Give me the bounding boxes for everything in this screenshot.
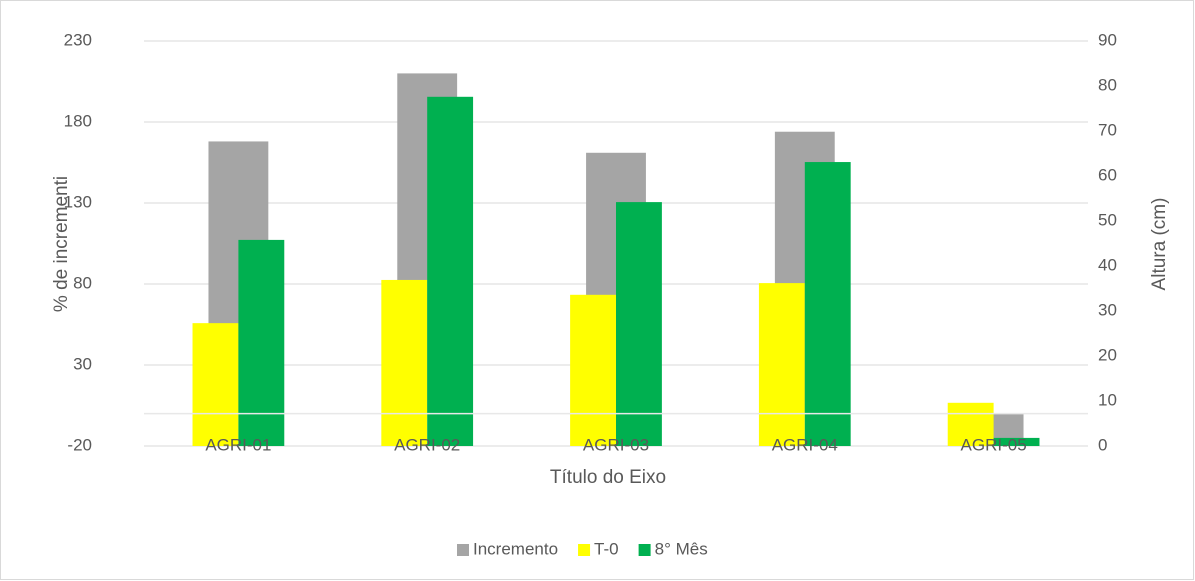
legend-label: T-0 [594, 539, 619, 558]
x-tick-label: AGRI-03 [583, 435, 649, 454]
y-tick-label: 130 [64, 192, 92, 211]
y-tick-label: 30 [73, 354, 92, 373]
y-tick-label: -20 [67, 435, 92, 454]
y2-tick-label: 80 [1098, 75, 1117, 94]
x-axis-title: Título do Eixo [550, 467, 666, 488]
x-tick-label: AGRI-05 [961, 435, 1027, 454]
legend-label: Incremento [473, 539, 558, 558]
bar [381, 279, 428, 446]
legend-label: 8° Mês [655, 539, 708, 558]
y2-tick-label: 0 [1098, 435, 1107, 454]
y2-tick-label: 40 [1098, 255, 1117, 274]
y2-tick-label: 50 [1098, 210, 1117, 229]
bar [758, 283, 805, 446]
bar [616, 202, 662, 446]
x-tick-label: AGRI-02 [394, 435, 460, 454]
bar [238, 239, 285, 446]
bar [192, 323, 239, 446]
y2-tick-label: 90 [1098, 30, 1117, 49]
y2-tick-label: 70 [1098, 120, 1117, 139]
bar [570, 294, 616, 446]
bar [993, 437, 1040, 446]
legend-swatch [457, 544, 469, 556]
legend-swatch [638, 544, 651, 556]
y-tick-label: 80 [73, 273, 92, 292]
bar [804, 162, 851, 447]
legend-swatch [578, 544, 591, 556]
y2-tick-label: 10 [1098, 390, 1117, 409]
y-axis-title: % de incrementi [51, 176, 72, 312]
y2-axis-title: Altura (cm) [1149, 198, 1170, 291]
y2-tick-label: 20 [1098, 345, 1117, 364]
y-tick-label: 180 [64, 111, 92, 130]
y-tick-label: 230 [64, 30, 92, 49]
y2-tick-label: 30 [1098, 300, 1117, 319]
bar [427, 96, 474, 447]
y2-tick-label: 60 [1098, 165, 1117, 184]
x-tick-label: AGRI-04 [772, 435, 838, 454]
bar [947, 402, 994, 446]
x-tick-label: AGRI-01 [205, 435, 271, 454]
